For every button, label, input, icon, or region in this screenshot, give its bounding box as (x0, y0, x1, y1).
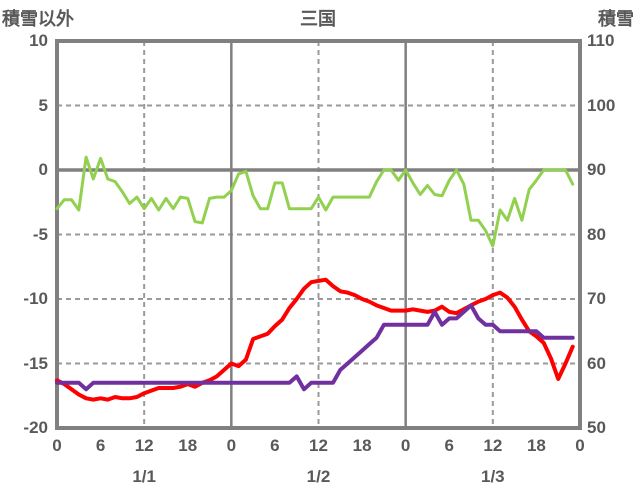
x-axis-tick-label: 0 (226, 436, 237, 455)
right-axis-tick-label: 80 (587, 224, 606, 244)
right-axis-tick-label: 50 (587, 418, 606, 437)
right-axis-tick-label: 110 (587, 31, 615, 50)
left-axis-tick-label: 5 (38, 95, 48, 115)
right-axis-tick-label: 60 (587, 353, 606, 373)
x-axis-tick-label: 18 (526, 436, 546, 455)
x-axis-tick-label: 12 (309, 436, 328, 455)
chart-title: 三国 (300, 9, 336, 29)
left-axis-tick-label: -5 (32, 224, 48, 244)
day-label: 1/2 (306, 467, 331, 486)
left-axis-tick-label: -10 (23, 289, 48, 308)
purple-line (55, 303, 575, 392)
left-axis-tick-label: -20 (23, 418, 48, 437)
red-line (55, 277, 575, 402)
x-axis-tick-label: 18 (352, 436, 372, 455)
right-axis-title: 積雪 (598, 9, 634, 29)
left-axis-tick-label: 10 (29, 31, 48, 50)
right-axis-tick-label: 100 (587, 95, 616, 115)
x-axis-tick-label: 6 (270, 436, 280, 455)
right-axis-tick-label: 90 (587, 160, 606, 179)
left-axis-title: 積雪以外 (2, 9, 74, 29)
x-axis-tick-label: 12 (134, 436, 154, 455)
x-axis-tick-label: 0 (400, 436, 411, 455)
x-axis-tick-label: 6 (95, 436, 106, 455)
plot-area (55, 39, 582, 430)
left-axis-tick-label: -15 (23, 353, 48, 373)
left-axis-tick-label: 0 (38, 160, 48, 179)
x-axis-tick-label: 18 (178, 436, 198, 455)
green-line (55, 155, 575, 248)
day-label: 1/1 (132, 467, 156, 486)
day-label: 1/3 (481, 467, 505, 486)
plot-border (55, 39, 582, 430)
x-axis-tick-label: 12 (483, 436, 503, 455)
x-axis-tick-label: 0 (575, 436, 585, 455)
right-axis-tick-label: 70 (587, 289, 606, 308)
x-axis-tick-label: 6 (444, 436, 454, 455)
x-axis-tick-label: 0 (52, 436, 62, 455)
